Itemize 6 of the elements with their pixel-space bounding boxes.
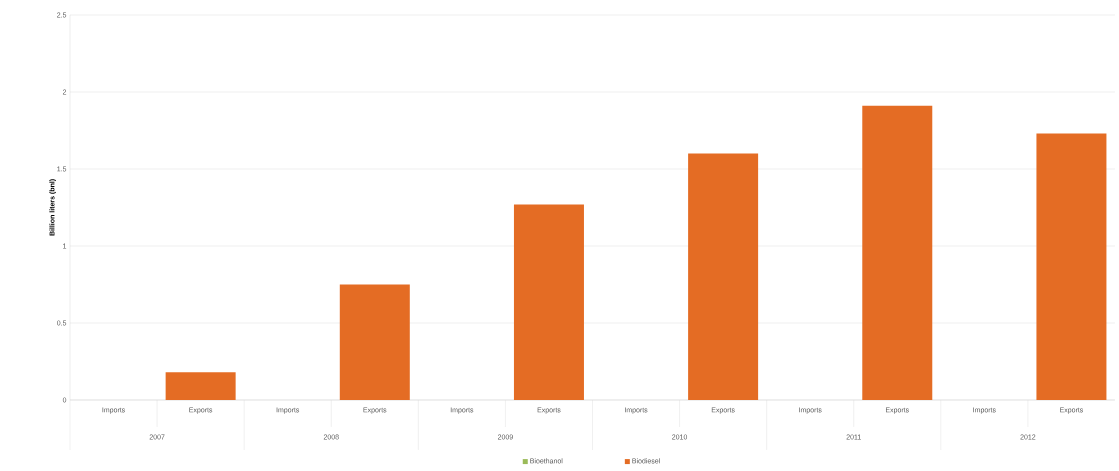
bar (339, 284, 410, 400)
bar (1036, 133, 1107, 400)
bar (862, 105, 933, 400)
bar (513, 204, 584, 400)
bar (688, 153, 759, 400)
bar (165, 372, 236, 400)
